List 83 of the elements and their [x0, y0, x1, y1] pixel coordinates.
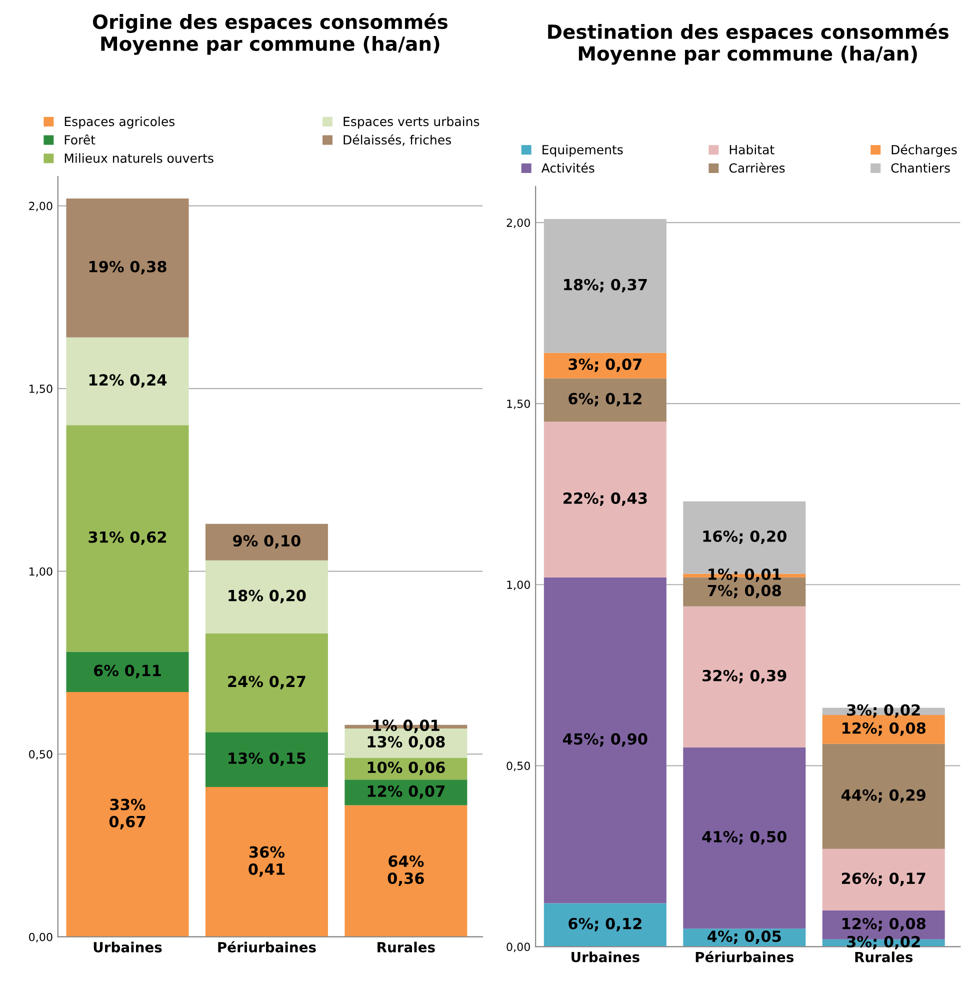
legend-label: Chantiers — [891, 163, 950, 173]
data-label: 13% 0,15 — [228, 752, 306, 766]
data-label: 31% 0,62 — [88, 531, 166, 545]
bar — [544, 903, 666, 947]
y-tick-label: 2,00 — [29, 202, 52, 212]
data-label: 18%; 0,37 — [564, 278, 647, 292]
bar — [66, 198, 189, 338]
x-tick-label: Périurbaines — [696, 950, 794, 962]
bar — [344, 805, 468, 937]
legend-label: Carrières — [729, 162, 785, 173]
legend-label: Espaces verts urbains — [344, 116, 480, 129]
data-label: 1%; 0,01 — [708, 568, 781, 582]
y-tick-label: 0,50 — [506, 762, 530, 772]
data-label: 12% 0,07 — [368, 785, 445, 799]
data-label: 10% 0,06 — [368, 762, 445, 776]
bar — [205, 560, 328, 634]
y-tick-label: 0,00 — [29, 932, 52, 942]
legend-label: Activités — [541, 162, 594, 173]
legend-label: Espaces agricoles — [64, 116, 175, 129]
bar — [66, 337, 189, 426]
data-label: 19% 0,38 — [89, 260, 166, 274]
data-label: 22%; 0,43 — [564, 492, 647, 506]
data-label: 24% 0,27 — [228, 676, 306, 690]
bar — [544, 352, 666, 378]
legend-label: Délaissés, friches — [344, 134, 452, 146]
data-label: 44%; 0,29 — [841, 789, 926, 803]
bar — [205, 633, 328, 732]
bar — [822, 744, 945, 849]
bar — [66, 692, 189, 937]
data-label: 6%; 0,12 — [568, 918, 642, 932]
data-label: 7%; 0,08 — [708, 584, 781, 598]
data-label: 26%; 0,17 — [842, 872, 926, 886]
legend-label: Habitat — [730, 144, 774, 154]
y-tick-label: 1,50 — [507, 400, 530, 410]
chart-title: Origine des espaces consommés Moyenne par commune (ha/an) — [92, 13, 448, 55]
y-tick-label: 1,00 — [30, 567, 52, 577]
y-tick-label: 0,50 — [29, 750, 52, 760]
y-tick-label: 0,00 — [506, 942, 530, 952]
data-label: 12%; 0,08 — [842, 722, 926, 736]
chart-title: Destination des espaces consommés Moyenne par commune (ha/an) — [548, 23, 948, 65]
y-tick-label: 1,00 — [507, 580, 530, 590]
bar — [544, 577, 666, 904]
data-label: 3%; 0,02 — [847, 936, 920, 950]
bar — [544, 218, 666, 353]
bar — [205, 732, 328, 787]
x-tick-label: Urbaines — [572, 952, 640, 962]
data-label: 6%; 0,12 — [568, 392, 642, 406]
bar — [66, 652, 189, 692]
bar — [683, 748, 806, 929]
bar — [66, 425, 189, 652]
legend-label: Décharges — [892, 144, 957, 157]
data-label: 36% 0,41 — [248, 846, 285, 877]
x-tick-label: Périurbaines — [218, 941, 316, 952]
bar — [544, 378, 666, 422]
data-label: 4%; 0,05 — [708, 930, 781, 944]
data-label: 45%; 0,90 — [563, 733, 648, 747]
x-tick-label: Rurales — [855, 952, 913, 962]
bar — [205, 524, 328, 560]
data-label: 33% 0,67 — [109, 798, 146, 830]
data-label: 32%; 0,39 — [702, 670, 786, 684]
bar — [544, 422, 666, 578]
legend-label: Equipements — [542, 144, 623, 157]
x-tick-label: Rurales — [378, 942, 435, 952]
bar — [205, 786, 328, 937]
data-label: 6% 0,11 — [94, 664, 161, 678]
data-label: 12% 0,24 — [89, 374, 167, 388]
data-label: 18% 0,20 — [228, 590, 306, 604]
bar — [344, 780, 468, 806]
data-label: 41%; 0,50 — [702, 830, 787, 844]
data-label: 12%; 0,08 — [842, 918, 926, 932]
y-tick-label: 1,50 — [30, 384, 52, 394]
bar — [822, 848, 945, 910]
data-label: 3%; 0,02 — [847, 704, 920, 718]
legend-label: Forêt — [64, 134, 96, 145]
data-label: 16%; 0,20 — [703, 530, 787, 544]
bar — [683, 606, 806, 748]
data-label: 64% 0,36 — [388, 855, 424, 886]
data-label: 9% 0,10 — [233, 534, 300, 548]
x-tick-label: Urbaines — [94, 942, 162, 952]
y-tick-label: 2,00 — [506, 218, 530, 228]
data-label: 13% 0,08 — [368, 736, 445, 750]
data-label: 3%; 0,07 — [568, 358, 642, 372]
legend-label: Milieux naturels ouverts — [64, 153, 214, 163]
